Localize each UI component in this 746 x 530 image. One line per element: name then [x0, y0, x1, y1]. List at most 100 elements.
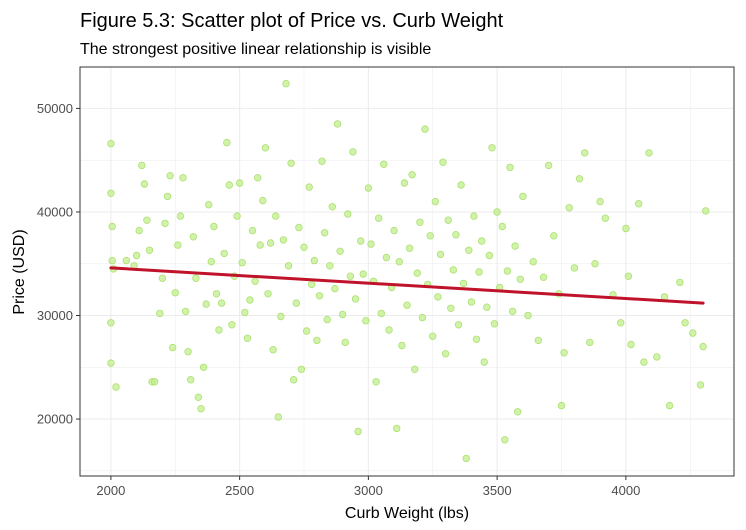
data-point — [429, 332, 437, 340]
data-point — [248, 226, 257, 235]
data-point — [524, 311, 532, 320]
data-point — [645, 149, 653, 157]
data-point — [336, 247, 344, 255]
data-point — [202, 300, 210, 308]
data-point — [506, 163, 514, 172]
data-point — [483, 303, 491, 311]
data-point — [462, 454, 470, 463]
data-point — [478, 237, 486, 245]
data-point — [586, 338, 594, 347]
data-point — [665, 401, 674, 410]
data-point — [210, 222, 218, 231]
data-point — [140, 180, 149, 188]
data-point — [493, 208, 501, 216]
data-point — [514, 408, 522, 416]
data-point — [308, 280, 316, 289]
data-point — [452, 230, 460, 239]
data-point — [238, 259, 246, 267]
data-point — [287, 159, 295, 167]
data-point — [382, 253, 391, 262]
data-point — [702, 207, 710, 215]
data-point — [351, 295, 360, 303]
data-point — [179, 174, 187, 182]
data-point — [488, 144, 496, 152]
data-point — [243, 334, 252, 342]
data-point — [434, 293, 442, 301]
x-tick-label: 2500 — [225, 483, 254, 498]
data-point — [176, 212, 185, 220]
data-point — [465, 246, 473, 254]
data-point — [411, 365, 419, 373]
data-point — [375, 214, 383, 222]
data-point — [320, 228, 329, 237]
data-point — [264, 290, 272, 298]
data-point — [570, 264, 579, 272]
chart-title: Figure 5.3: Scatter plot of Price vs. Cu… — [80, 10, 504, 32]
data-point — [171, 289, 179, 297]
data-point — [261, 144, 270, 152]
data-point — [459, 279, 468, 288]
data-point — [215, 326, 223, 334]
data-point — [635, 199, 643, 208]
data-point — [168, 343, 177, 352]
data-point — [333, 120, 342, 128]
data-point — [313, 336, 321, 345]
data-point — [300, 243, 308, 251]
grid-minor-lines — [80, 67, 734, 476]
data-point — [457, 181, 465, 189]
data-point — [359, 270, 367, 278]
data-point — [107, 319, 115, 327]
data-point — [596, 197, 604, 206]
data-point — [444, 216, 452, 224]
data-point — [467, 298, 476, 306]
data-point — [470, 212, 478, 220]
data-point — [393, 424, 401, 433]
data-point — [699, 342, 707, 351]
data-point — [390, 226, 398, 235]
data-point — [447, 304, 455, 312]
data-point — [266, 239, 275, 247]
data-point — [398, 341, 406, 350]
data-point — [439, 158, 447, 166]
data-point — [241, 308, 249, 317]
data-point — [246, 296, 254, 304]
y-axis-title: Price (USD) — [11, 229, 28, 314]
data-point — [377, 309, 385, 318]
data-point — [272, 212, 280, 220]
data-point — [480, 358, 488, 366]
data-point — [344, 210, 352, 218]
data-point — [305, 183, 313, 191]
data-point — [385, 326, 393, 334]
data-point — [192, 274, 200, 282]
data-point — [204, 200, 213, 209]
data-point — [189, 233, 197, 241]
data-point — [431, 197, 439, 206]
data-point — [228, 321, 236, 329]
data-point — [282, 79, 290, 88]
data-point — [156, 309, 164, 318]
data-point — [277, 312, 285, 321]
data-point — [640, 358, 648, 366]
data-point — [485, 251, 494, 260]
data-point — [676, 278, 684, 287]
data-point — [475, 268, 483, 276]
x-axis-ticks: 2000 2500 3000 3500 4000 — [96, 476, 640, 498]
y-tick-label: 20000 — [37, 412, 73, 427]
data-point — [454, 321, 463, 329]
data-point — [323, 315, 331, 324]
data-point — [326, 262, 334, 270]
data-point — [235, 179, 244, 187]
data-point — [441, 350, 450, 358]
data-point — [199, 363, 208, 371]
data-point — [223, 138, 231, 147]
data-point — [166, 171, 174, 180]
data-point — [557, 401, 566, 410]
data-point — [408, 170, 416, 179]
data-point — [207, 258, 215, 266]
y-axis-ticks: 20000 30000 40000 50000 — [37, 101, 80, 427]
data-point — [194, 393, 203, 401]
data-point — [367, 240, 375, 248]
data-point — [269, 346, 277, 354]
data-point — [297, 365, 306, 373]
